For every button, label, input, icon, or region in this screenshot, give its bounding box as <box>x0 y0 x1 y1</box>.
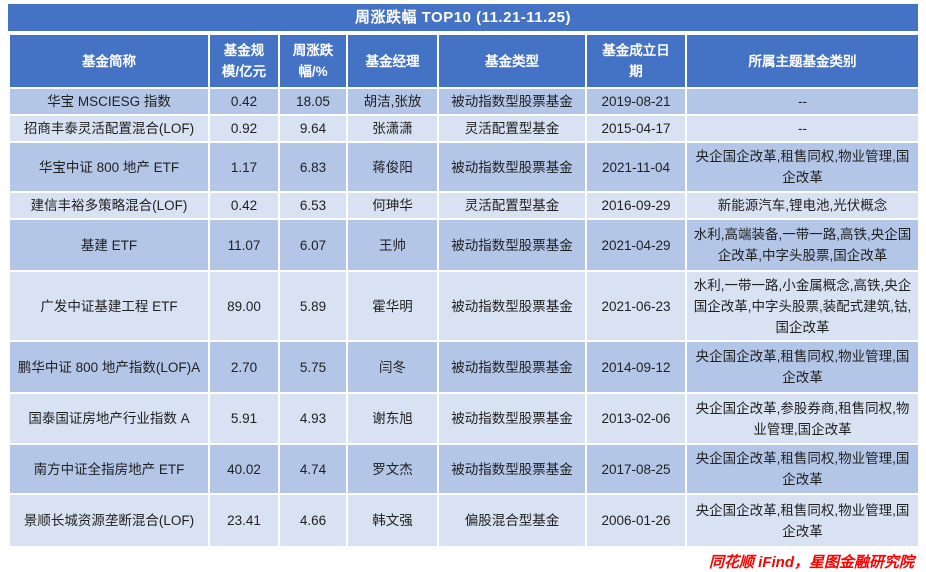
cell-fund-manager: 王帅 <box>346 218 439 272</box>
cell-fund-manager: 闫冬 <box>346 340 439 394</box>
cell-fund-type: 灵活配置型基金 <box>437 191 587 220</box>
fund-table-panel: 周涨跌幅 TOP10 (11.21-11.25) 基金简称 基金规模/亿元 周涨… <box>8 4 920 572</box>
cell-fund-name: 招商丰泰灵活配置混合(LOF) <box>8 114 210 143</box>
cell-theme: 水利,一带一路,小金属概念,高铁,央企国企改革,中字头股票,装配式建筑,钴,国企… <box>685 270 920 342</box>
table-row: 国泰国证房地产行业指数 A 5.91 4.93 谢东旭 被动指数型股票基金 20… <box>8 392 920 445</box>
cell-theme: 央企国企改革,参股券商,租售同权,物业管理,国企改革 <box>685 392 920 445</box>
cell-fund-manager: 胡洁,张放 <box>346 87 439 116</box>
header-row: 基金简称 基金规模/亿元 周涨跌幅/% 基金经理 基金类型 基金成立日期 所属主… <box>8 33 920 89</box>
cell-week-change: 6.83 <box>278 141 348 193</box>
cell-theme: -- <box>685 114 920 143</box>
cell-fund-type: 灵活配置型基金 <box>437 114 587 143</box>
cell-fund-name: 建信丰裕多策略混合(LOF) <box>8 191 210 220</box>
cell-week-change: 5.75 <box>278 340 348 394</box>
cell-found-date: 2019-08-21 <box>585 87 687 116</box>
table-row: 招商丰泰灵活配置混合(LOF) 0.92 9.64 张潇潇 灵活配置型基金 20… <box>8 114 920 143</box>
table-row: 景顺长城资源垄断混合(LOF) 23.41 4.66 韩文强 偏股混合型基金 2… <box>8 493 920 548</box>
cell-fund-type: 被动指数型股票基金 <box>437 392 587 445</box>
table-row: 基建 ETF 11.07 6.07 王帅 被动指数型股票基金 2021-04-2… <box>8 218 920 272</box>
table-row: 南方中证全指房地产 ETF 40.02 4.74 罗文杰 被动指数型股票基金 2… <box>8 443 920 495</box>
cell-found-date: 2017-08-25 <box>585 443 687 495</box>
table-row: 广发中证基建工程 ETF 89.00 5.89 霍华明 被动指数型股票基金 20… <box>8 270 920 342</box>
cell-found-date: 2015-04-17 <box>585 114 687 143</box>
table-row: 华宝中证 800 地产 ETF 1.17 6.83 蒋俊阳 被动指数型股票基金 … <box>8 141 920 193</box>
table-title: 周涨跌幅 TOP10 (11.21-11.25) <box>8 4 918 31</box>
cell-theme: 央企国企改革,租售同权,物业管理,国企改革 <box>685 340 920 394</box>
fund-table: 基金简称 基金规模/亿元 周涨跌幅/% 基金经理 基金类型 基金成立日期 所属主… <box>8 33 920 548</box>
column-header-fund-scale: 基金规模/亿元 <box>208 33 280 89</box>
column-header-fund-type: 基金类型 <box>437 33 587 89</box>
column-header-fund-name: 基金简称 <box>8 33 210 89</box>
cell-fund-name: 国泰国证房地产行业指数 A <box>8 392 210 445</box>
cell-fund-scale: 2.70 <box>208 340 280 394</box>
cell-fund-name: 南方中证全指房地产 ETF <box>8 443 210 495</box>
cell-fund-manager: 罗文杰 <box>346 443 439 495</box>
cell-fund-name: 景顺长城资源垄断混合(LOF) <box>8 493 210 548</box>
cell-found-date: 2014-09-12 <box>585 340 687 394</box>
cell-fund-name: 华宝 MSCIESG 指数 <box>8 87 210 116</box>
cell-fund-type: 被动指数型股票基金 <box>437 443 587 495</box>
table-row: 建信丰裕多策略混合(LOF) 0.42 6.53 何珅华 灵活配置型基金 201… <box>8 191 920 220</box>
cell-found-date: 2013-02-06 <box>585 392 687 445</box>
cell-fund-manager: 霍华明 <box>346 270 439 342</box>
source-attribution: 同花顺 iFind，星图金融研究院 <box>709 554 914 571</box>
cell-fund-scale: 5.91 <box>208 392 280 445</box>
cell-week-change: 6.53 <box>278 191 348 220</box>
cell-week-change: 4.66 <box>278 493 348 548</box>
cell-fund-scale: 40.02 <box>208 443 280 495</box>
cell-fund-manager: 张潇潇 <box>346 114 439 143</box>
cell-fund-scale: 23.41 <box>208 493 280 548</box>
cell-fund-type: 被动指数型股票基金 <box>437 340 587 394</box>
cell-week-change: 6.07 <box>278 218 348 272</box>
table-row: 鹏华中证 800 地产指数(LOF)A 2.70 5.75 闫冬 被动指数型股票… <box>8 340 920 394</box>
cell-theme: 新能源汽车,锂电池,光伏概念 <box>685 191 920 220</box>
cell-theme: 水利,高端装备,一带一路,高铁,央企国企改革,中字头股票,国企改革 <box>685 218 920 272</box>
column-header-found-date: 基金成立日期 <box>585 33 687 89</box>
cell-fund-scale: 0.42 <box>208 191 280 220</box>
cell-fund-name: 广发中证基建工程 ETF <box>8 270 210 342</box>
cell-theme: 央企国企改革,租售同权,物业管理,国企改革 <box>685 443 920 495</box>
column-header-week-change: 周涨跌幅/% <box>278 33 348 89</box>
cell-fund-name: 基建 ETF <box>8 218 210 272</box>
cell-fund-manager: 何珅华 <box>346 191 439 220</box>
cell-found-date: 2021-11-04 <box>585 141 687 193</box>
cell-fund-scale: 11.07 <box>208 218 280 272</box>
cell-fund-manager: 谢东旭 <box>346 392 439 445</box>
cell-fund-name: 鹏华中证 800 地产指数(LOF)A <box>8 340 210 394</box>
cell-fund-scale: 0.42 <box>208 87 280 116</box>
cell-theme: 央企国企改革,租售同权,物业管理,国企改革 <box>685 493 920 548</box>
cell-fund-scale: 0.92 <box>208 114 280 143</box>
cell-week-change: 18.05 <box>278 87 348 116</box>
cell-found-date: 2016-09-29 <box>585 191 687 220</box>
cell-fund-type: 被动指数型股票基金 <box>437 87 587 116</box>
cell-fund-scale: 89.00 <box>208 270 280 342</box>
cell-week-change: 4.93 <box>278 392 348 445</box>
cell-fund-name: 华宝中证 800 地产 ETF <box>8 141 210 193</box>
cell-fund-type: 被动指数型股票基金 <box>437 141 587 193</box>
column-header-theme: 所属主题基金类别 <box>685 33 920 89</box>
cell-found-date: 2006-01-26 <box>585 493 687 548</box>
cell-theme: -- <box>685 87 920 116</box>
table-row: 华宝 MSCIESG 指数 0.42 18.05 胡洁,张放 被动指数型股票基金… <box>8 87 920 116</box>
cell-week-change: 5.89 <box>278 270 348 342</box>
cell-week-change: 9.64 <box>278 114 348 143</box>
cell-week-change: 4.74 <box>278 443 348 495</box>
column-header-fund-manager: 基金经理 <box>346 33 439 89</box>
cell-theme: 央企国企改革,租售同权,物业管理,国企改革 <box>685 141 920 193</box>
cell-fund-type: 被动指数型股票基金 <box>437 218 587 272</box>
cell-fund-scale: 1.17 <box>208 141 280 193</box>
cell-fund-manager: 蒋俊阳 <box>346 141 439 193</box>
cell-fund-type: 偏股混合型基金 <box>437 493 587 548</box>
cell-fund-manager: 韩文强 <box>346 493 439 548</box>
cell-found-date: 2021-06-23 <box>585 270 687 342</box>
cell-fund-type: 被动指数型股票基金 <box>437 270 587 342</box>
cell-found-date: 2021-04-29 <box>585 218 687 272</box>
